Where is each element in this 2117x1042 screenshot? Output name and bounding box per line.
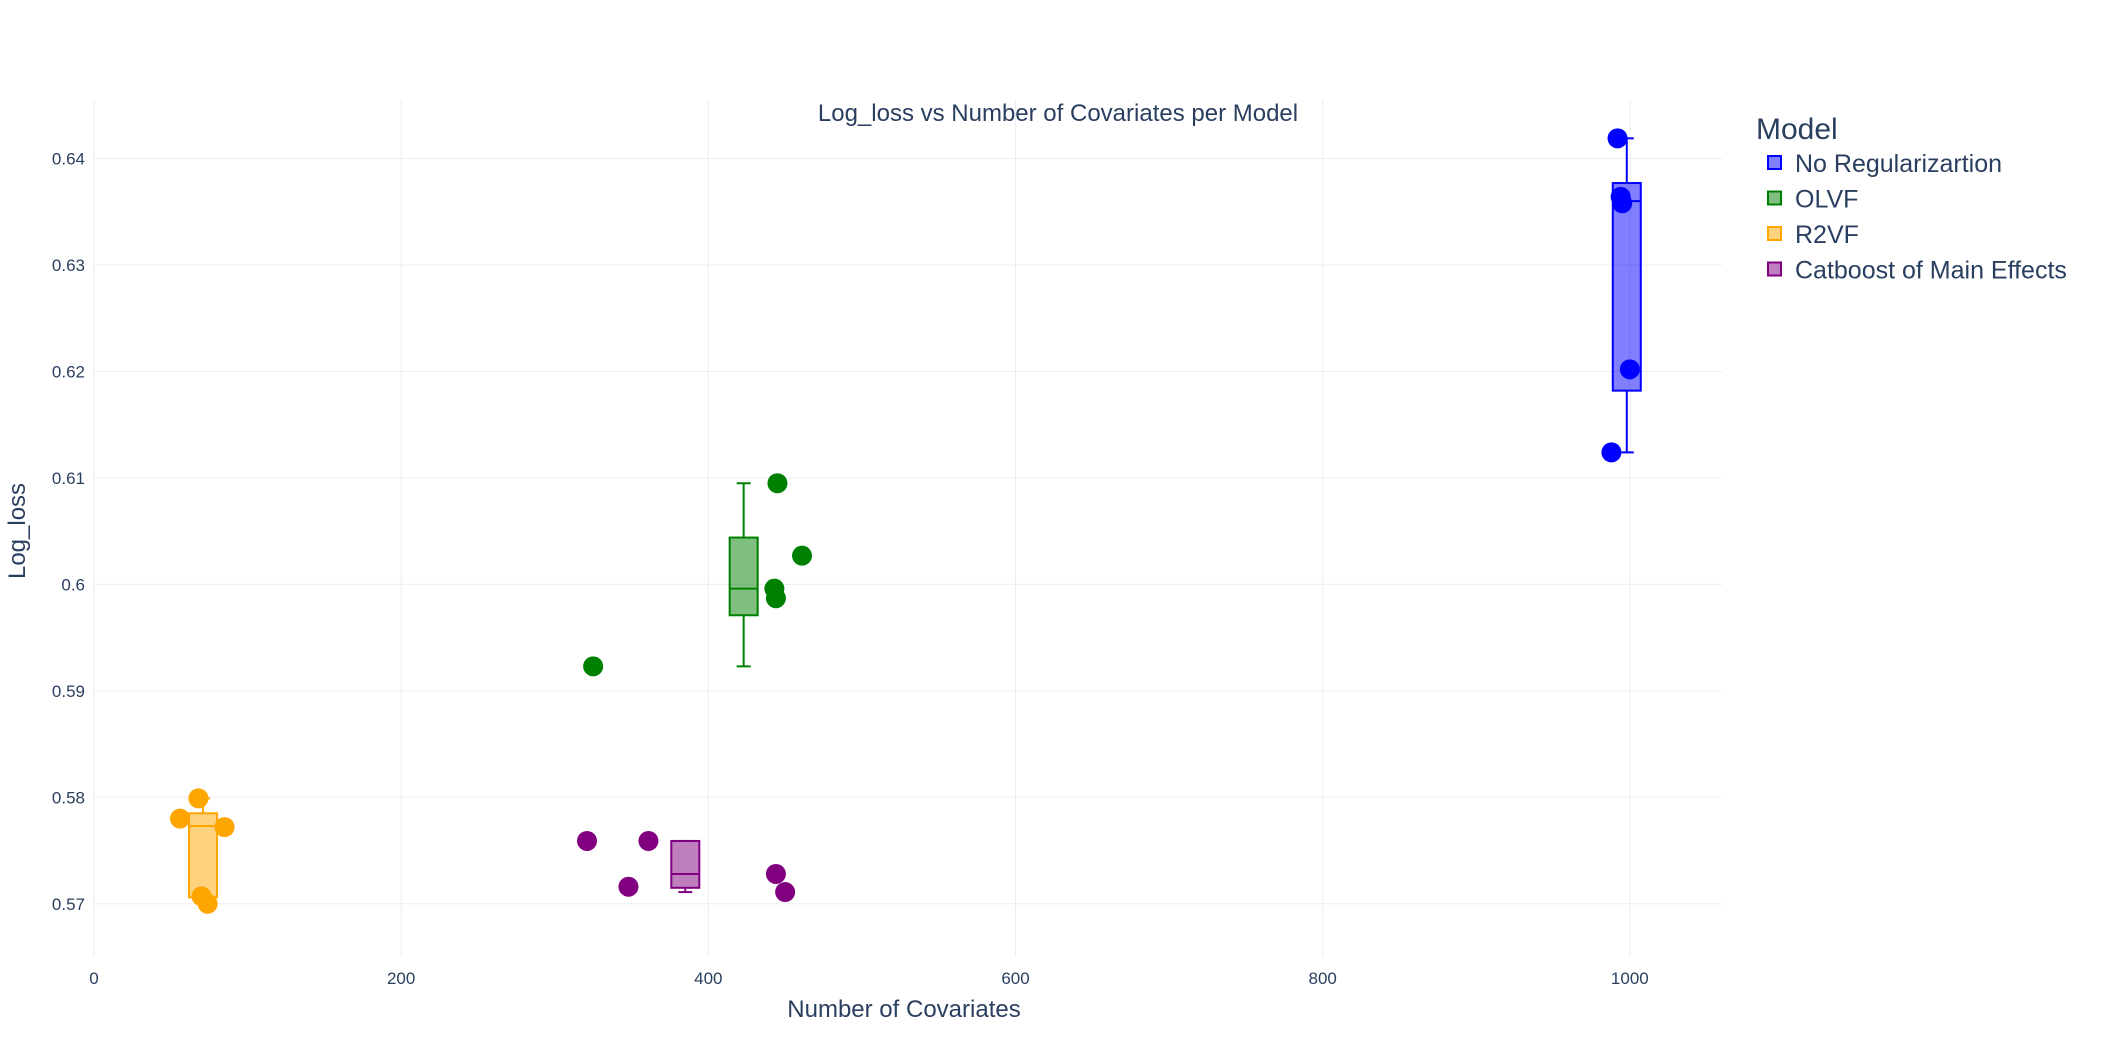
legend-swatch-catboost-of-main-effects (1767, 261, 1782, 277)
box-no-regularizartion (1611, 182, 1642, 392)
x-tick-label: 0 (89, 969, 98, 988)
y-tick-label: 0.59 (52, 682, 85, 701)
point-catboost-of-main-effects (638, 830, 659, 851)
point-r2vf (214, 817, 235, 838)
grid-lines (93, 100, 1722, 957)
legend-swatch-r2vf (1767, 226, 1782, 241)
box-r2vf (188, 812, 219, 899)
point-olvf (765, 588, 786, 609)
box-olvf (728, 536, 759, 617)
y-tick-label: 0.58 (52, 788, 85, 807)
axis-ticks: 0.57 0.58 0.59 0.6 0.61 0.62 0.63 0.64 0 200 400 60… (52, 150, 1649, 988)
legend-label-no-regularizartion: No Regularizartion (1795, 150, 2002, 178)
point-r2vf (170, 808, 191, 829)
x-tick-label: 600 (1001, 969, 1029, 988)
x-tick-label: 400 (694, 969, 722, 988)
y-tick-label: 0.6 (61, 575, 85, 594)
point-catboost-of-main-effects (577, 830, 598, 851)
y-axis-title: Log_loss (4, 483, 31, 579)
chart-title: Log_loss vs Number of Covariates per Mod… (818, 100, 1298, 127)
y-tick-label: 0.57 (52, 895, 85, 914)
point-olvf (792, 545, 813, 566)
point-catboost-of-main-effects (618, 876, 639, 897)
point-no-regularizartion (1601, 442, 1622, 463)
box-plots (188, 137, 1642, 905)
legend: Model No Regularizartion OLVF R2VF Catboost… (1756, 113, 2067, 285)
point-catboost-of-main-effects (765, 863, 786, 884)
legend-label-r2vf: R2VF (1795, 221, 1859, 249)
point-no-regularizartion (1619, 359, 1640, 380)
legend-label-olvf: OLVF (1795, 186, 1858, 214)
y-tick-label: 0.64 (52, 150, 85, 169)
legend-title: Model (1756, 113, 1838, 146)
point-r2vf (188, 788, 209, 809)
y-tick-label: 0.62 (52, 362, 85, 381)
point-no-regularizartion (1607, 128, 1628, 149)
point-olvf (583, 656, 604, 677)
y-tick-label: 0.63 (52, 256, 85, 275)
x-axis-title: Number of Covariates (787, 996, 1020, 1023)
legend-label-catboost-of-main-effects: Catboost of Main Effects (1795, 257, 2067, 285)
data-points (170, 128, 1640, 914)
point-no-regularizartion (1612, 193, 1633, 214)
point-r2vf (197, 893, 218, 914)
x-tick-label: 200 (387, 969, 415, 988)
x-tick-label: 1000 (1611, 969, 1649, 988)
x-tick-label: 800 (1308, 969, 1336, 988)
legend-swatch-olvf (1767, 190, 1782, 206)
point-olvf (767, 473, 788, 494)
y-tick-label: 0.61 (52, 469, 85, 488)
box-catboost-of-main-effects (670, 839, 701, 889)
legend-swatch-no-regularizartion (1767, 155, 1782, 170)
point-catboost-of-main-effects (775, 882, 796, 903)
